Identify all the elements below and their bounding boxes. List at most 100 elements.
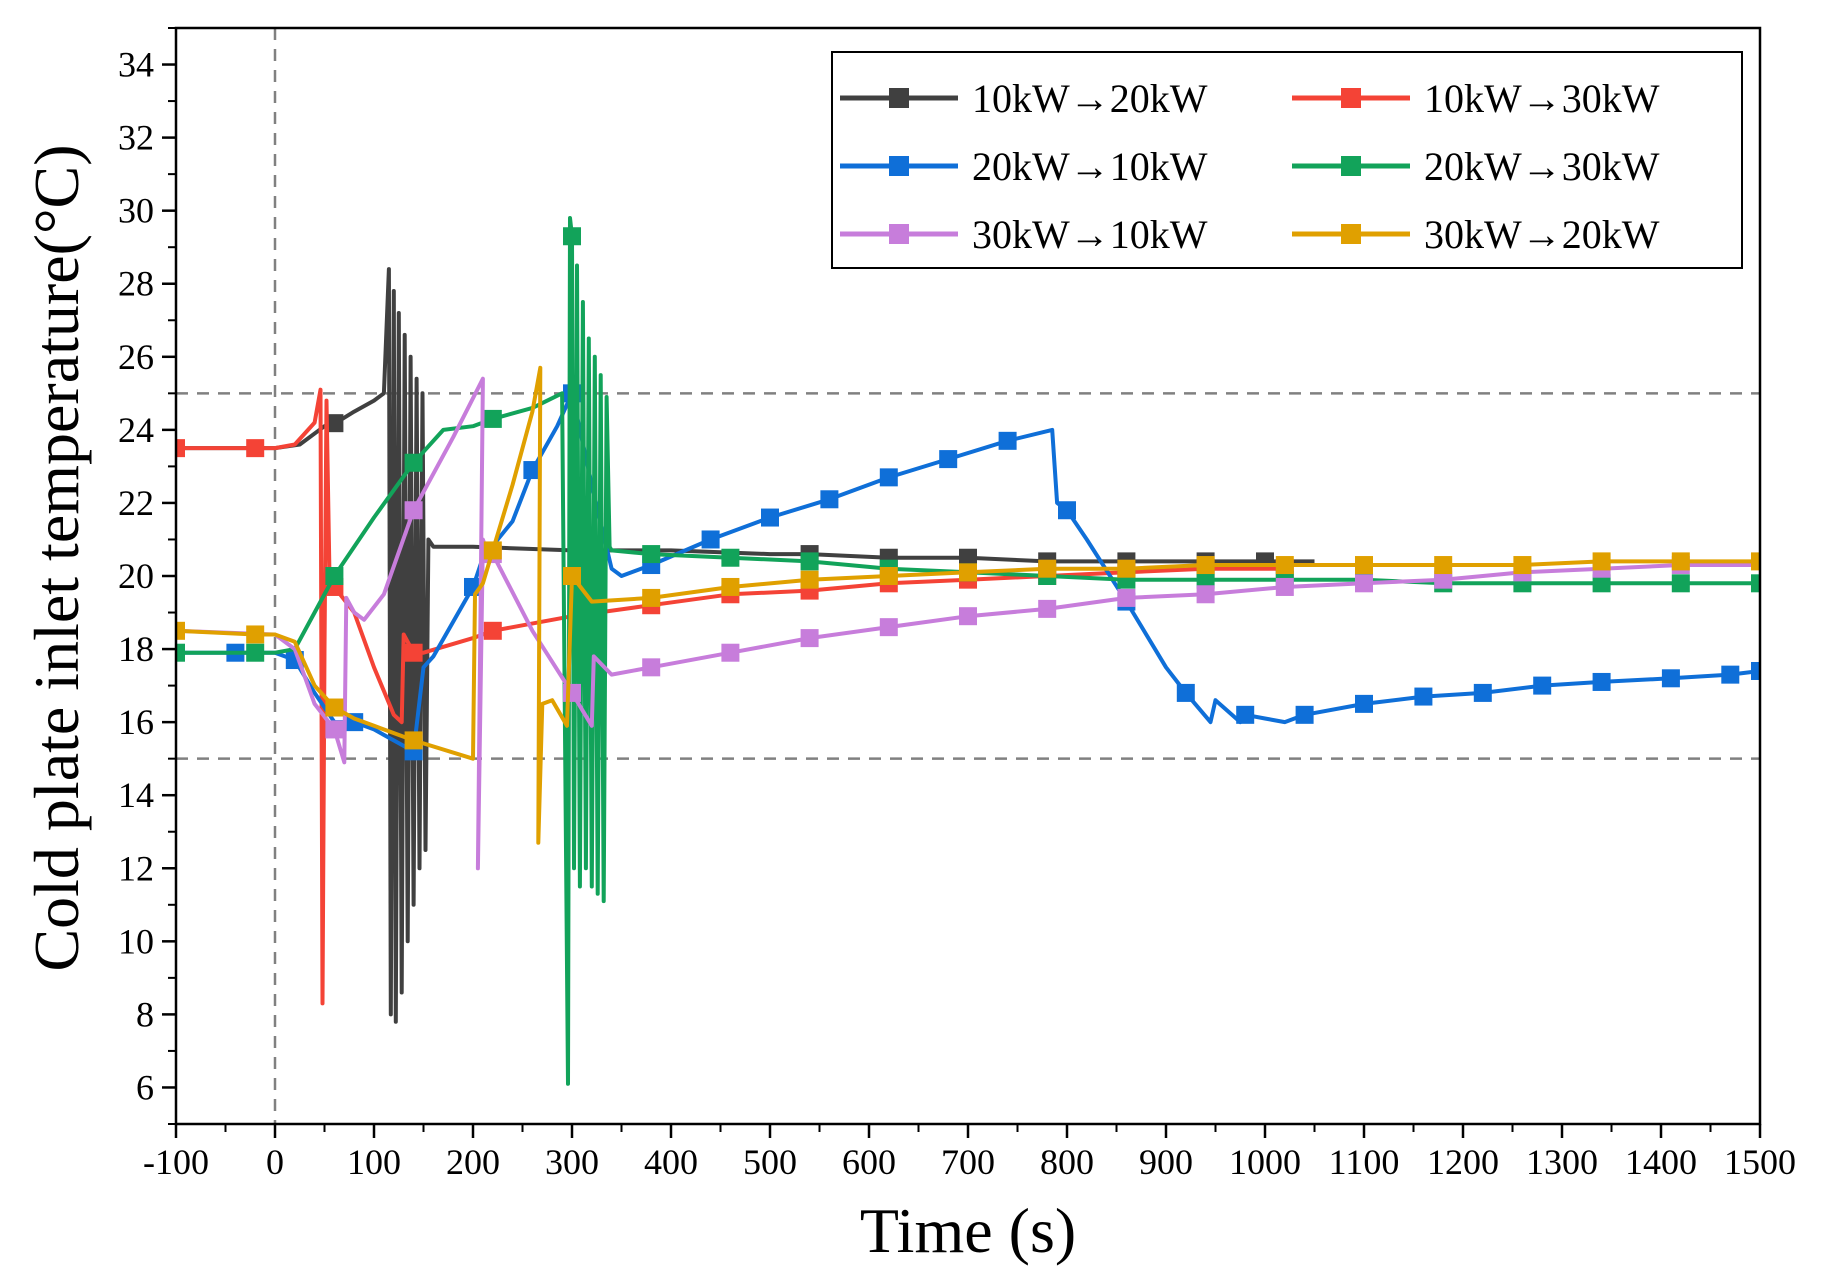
y-axis: 6 8 10 12 14 16 18 20 22 24 26 28 30 32 34 [118,27,176,1125]
y-tick-label: 22 [118,483,154,523]
y-tick-label: 24 [118,410,154,450]
series-marker [1671,574,1690,593]
series-marker [1355,574,1373,593]
y-tick-label: 28 [118,264,154,304]
x-tick-label: 600 [842,1142,896,1182]
y-tick-label: 10 [118,921,154,961]
y-tick-label: 18 [118,629,154,669]
x-tick-label: -100 [143,1142,209,1182]
series-marker [800,570,819,589]
series-marker [1196,570,1215,589]
series-marker [404,501,423,520]
series-marker [1058,501,1076,520]
series-marker [483,541,502,560]
series-marker [1473,683,1492,702]
y-tick-label: 12 [118,848,154,888]
legend-swatch-marker [889,224,909,244]
series-line [176,216,1760,1086]
series-marker [325,720,344,739]
series-1 [176,387,1294,1006]
series-marker [879,567,898,585]
series-marker [404,453,423,472]
x-tick-label: 1400 [1625,1142,1697,1182]
series-marker [1236,705,1255,724]
series-marker [1592,552,1611,571]
series-marker [939,450,958,469]
legend-box [831,51,1743,269]
x-tick-label: 700 [941,1142,995,1182]
series-5 [176,365,1760,845]
series-marker [523,461,542,480]
x-tick-label: 800 [1040,1142,1094,1182]
legend-item: 10kW→20kW [840,76,1208,121]
x-axis: -100 0 100 200 300 400 500 600 700 800 900 1000 1100… [143,1124,1796,1182]
legend-item: 20kW→30kW [1292,144,1660,189]
series-marker [1355,556,1373,575]
legend-item: 20kW→10kW [840,144,1208,189]
series-marker [1751,661,1760,680]
x-tick-label: 1100 [1329,1142,1400,1182]
series-marker [563,567,581,585]
series-marker [176,621,185,640]
series-marker [404,643,423,662]
x-tick-label: 900 [1139,1142,1193,1182]
series-marker [1434,570,1453,589]
legend-label: 20kW→30kW [1424,144,1660,189]
series-marker [325,698,344,717]
series-marker [483,409,502,428]
series-marker [563,683,581,702]
series-marker [1117,559,1136,578]
plot-series [176,216,1760,1086]
y-tick-label: 6 [136,1067,154,1107]
legend-swatch-marker [889,156,909,176]
legend-item: 10kW→30kW [1292,76,1660,121]
legend-label: 20kW→10kW [972,144,1208,189]
y-tick-label: 14 [118,775,154,815]
series-marker [483,621,502,640]
legend-swatch-marker [1341,88,1361,108]
legend-label: 30kW→10kW [972,212,1208,257]
y-axis-title: Cold plate inlet temperature(°C) [21,144,92,971]
series-marker [1275,577,1294,596]
series-marker [176,643,185,662]
x-tick-label: 0 [266,1142,284,1182]
series-marker [176,439,185,458]
x-tick-label: 200 [446,1142,500,1182]
series-marker [721,577,740,596]
y-tick-label: 16 [118,702,154,742]
series-marker [1295,705,1314,724]
series-marker [1038,559,1057,578]
series-marker [761,508,779,527]
y-tick-label: 32 [118,118,154,158]
series-marker [246,439,265,458]
series-marker [1275,556,1294,575]
series-marker [325,567,344,585]
x-axis-title: Time (s) [860,1195,1076,1266]
x-tick-label: 1500 [1724,1142,1796,1182]
x-tick-label: 300 [545,1142,599,1182]
series-marker [1533,676,1552,695]
x-tick-label: 400 [644,1142,698,1182]
series-marker [1414,687,1433,706]
x-tick-label: 1200 [1427,1142,1499,1182]
series-marker [959,548,977,567]
legend-label: 10kW→20kW [972,76,1208,121]
series-marker [404,731,423,750]
y-tick-label: 34 [118,45,154,85]
series-line [176,267,1315,1024]
series-marker [563,227,581,246]
series-marker [721,548,740,567]
y-tick-label: 30 [118,191,154,231]
legend-swatch-marker [889,88,909,108]
legend: 10kW→20kW 10kW→30kW 20kW→10kW 20kW→30kW 30kW… [831,51,1743,269]
series-marker [642,545,661,564]
series-marker [1751,574,1760,593]
legend-item: 30kW→10kW [840,212,1208,257]
series-marker [1721,665,1740,684]
series-marker [1592,672,1611,691]
x-tick-label: 1000 [1229,1142,1301,1182]
series-marker [1176,683,1195,702]
series-marker [325,414,344,433]
x-tick-label: 500 [743,1142,797,1182]
legend-label: 30kW→20kW [1424,212,1660,257]
